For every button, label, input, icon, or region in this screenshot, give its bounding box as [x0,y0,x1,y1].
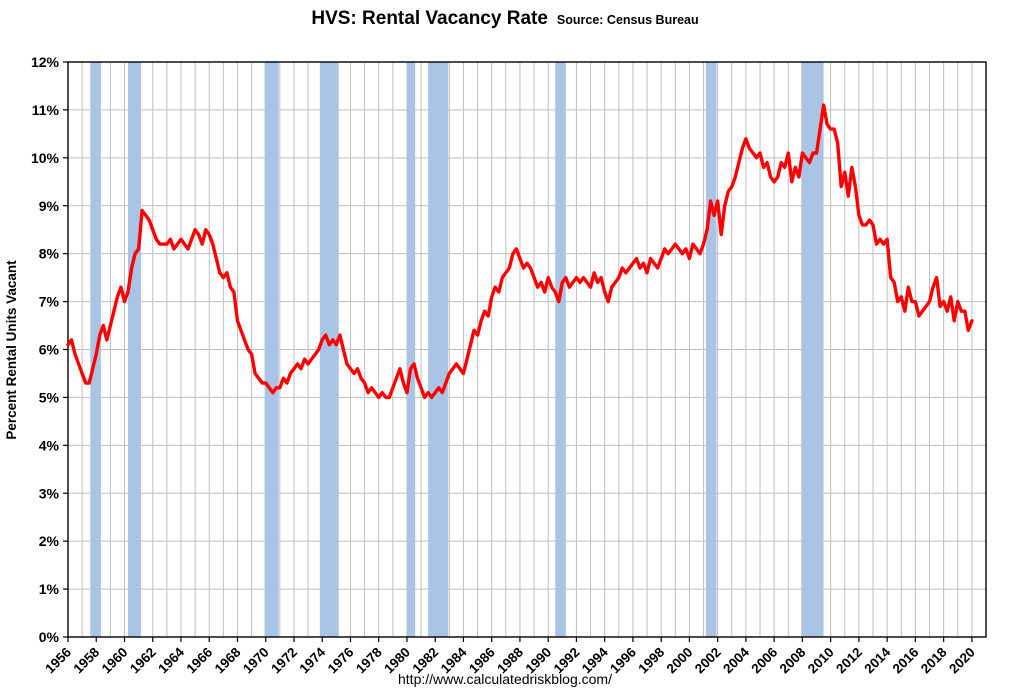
footer-url: http://www.calculatedriskblog.com/ [398,671,612,687]
recession-band [705,62,717,637]
recession-band [555,62,566,637]
recession-band [128,62,142,637]
y-axis-labels: 0% 1% 2% 3% 4% 5% 6% 7% 8% 9% 10% 11% 12% [31,54,60,645]
vacancy-rate-line [66,103,974,400]
y-tick-label: 6% [39,342,60,358]
y-tick-label: 10% [31,150,60,166]
recession-band [319,62,339,637]
recession-band [801,62,824,637]
chart-title: HVS: Rental Vacancy Rate [311,8,548,29]
y-tick-label: 1% [39,581,60,597]
y-tick-label: 11% [32,102,60,118]
y-tick-label: 0% [39,629,60,645]
y-tick-label: 9% [39,198,60,214]
y-tick-label: 3% [39,485,60,501]
y-tick-label: 7% [39,294,60,310]
chart-header: HVS: Rental Vacancy Rate Source: Census … [0,8,1010,30]
y-tick-label: 12% [31,54,60,70]
y-tick-label: 8% [39,246,60,262]
recession-band [264,62,279,637]
gridlines [68,62,986,637]
y-tick-label: 2% [39,533,60,549]
y-axis-title: Percent Rental Units Vacant [4,260,19,440]
recession-bands [90,62,824,637]
y-tick-label: 5% [39,389,60,405]
recession-band [406,62,416,637]
rental-vacancy-series [66,103,974,400]
y-tick-label: 4% [39,437,60,453]
chart-subtitle: Source: Census Bureau [556,13,699,27]
axis-ticks [63,61,973,642]
recession-band [428,62,449,637]
